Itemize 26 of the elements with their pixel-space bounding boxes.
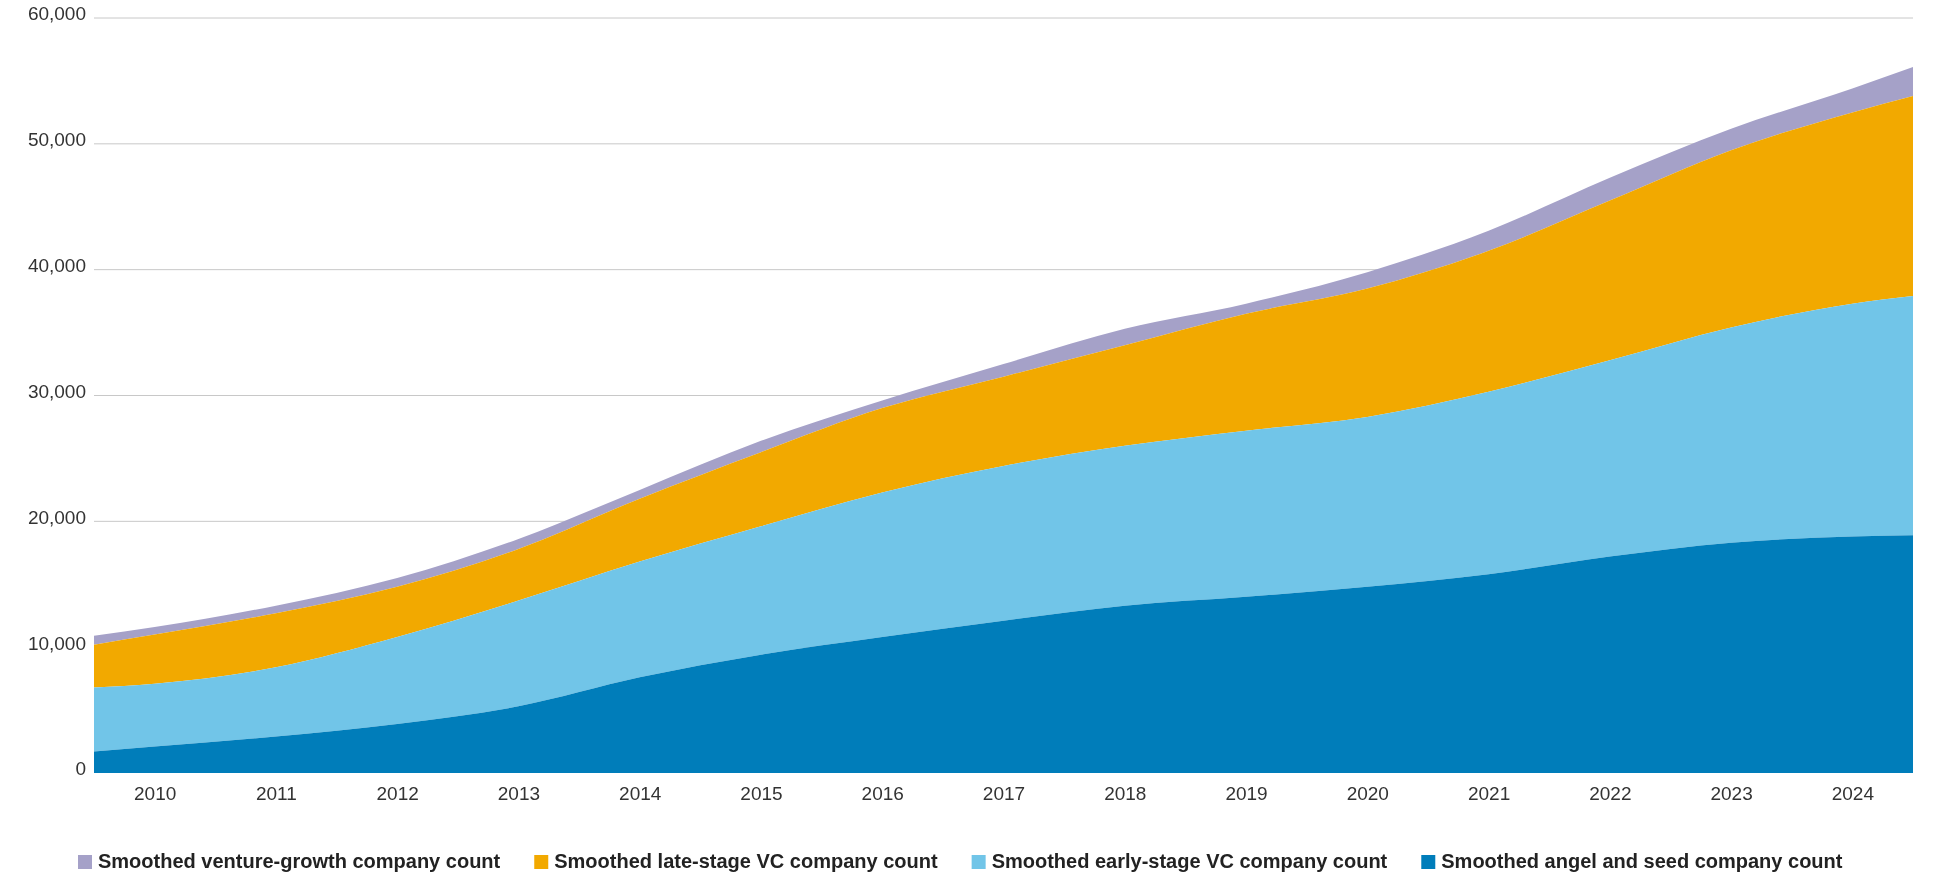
- x-tick-label: 2017: [982, 783, 1026, 805]
- y-tick-label: 30,000: [27, 380, 86, 402]
- x-tick-label: 2021: [1467, 783, 1511, 805]
- y-tick-label: 40,000: [27, 255, 86, 277]
- x-tick-label: 2014: [619, 783, 662, 805]
- x-tick-label: 2015: [740, 783, 783, 805]
- x-tick-label: 2020: [1346, 783, 1389, 805]
- legend-label: Smoothed early-stage VC company count: [991, 850, 1388, 872]
- y-tick-label: 0: [75, 758, 86, 780]
- x-tick-label: 2023: [1710, 783, 1753, 805]
- x-tick-label: 2013: [497, 783, 541, 805]
- x-tick-label: 2024: [1831, 783, 1875, 805]
- legend-label: Smoothed venture-growth company count: [98, 850, 501, 872]
- x-tick-label: 2011: [255, 783, 297, 805]
- legend-label: Smoothed late-stage VC company count: [554, 850, 938, 872]
- x-tick-label: 2022: [1589, 783, 1632, 805]
- x-tick-label: 2018: [1104, 783, 1147, 805]
- x-tick-label: 2012: [376, 783, 419, 805]
- x-tick-label: 2016: [861, 783, 904, 805]
- y-tick-label: 10,000: [27, 632, 86, 654]
- legend-label: Smoothed angel and seed company count: [1441, 850, 1843, 872]
- y-tick-label: 60,000: [27, 3, 86, 25]
- y-tick-label: 50,000: [27, 129, 86, 151]
- x-tick-label: 2019: [1225, 783, 1268, 805]
- x-tick-label: 2010: [133, 783, 177, 805]
- y-tick-label: 20,000: [27, 506, 86, 528]
